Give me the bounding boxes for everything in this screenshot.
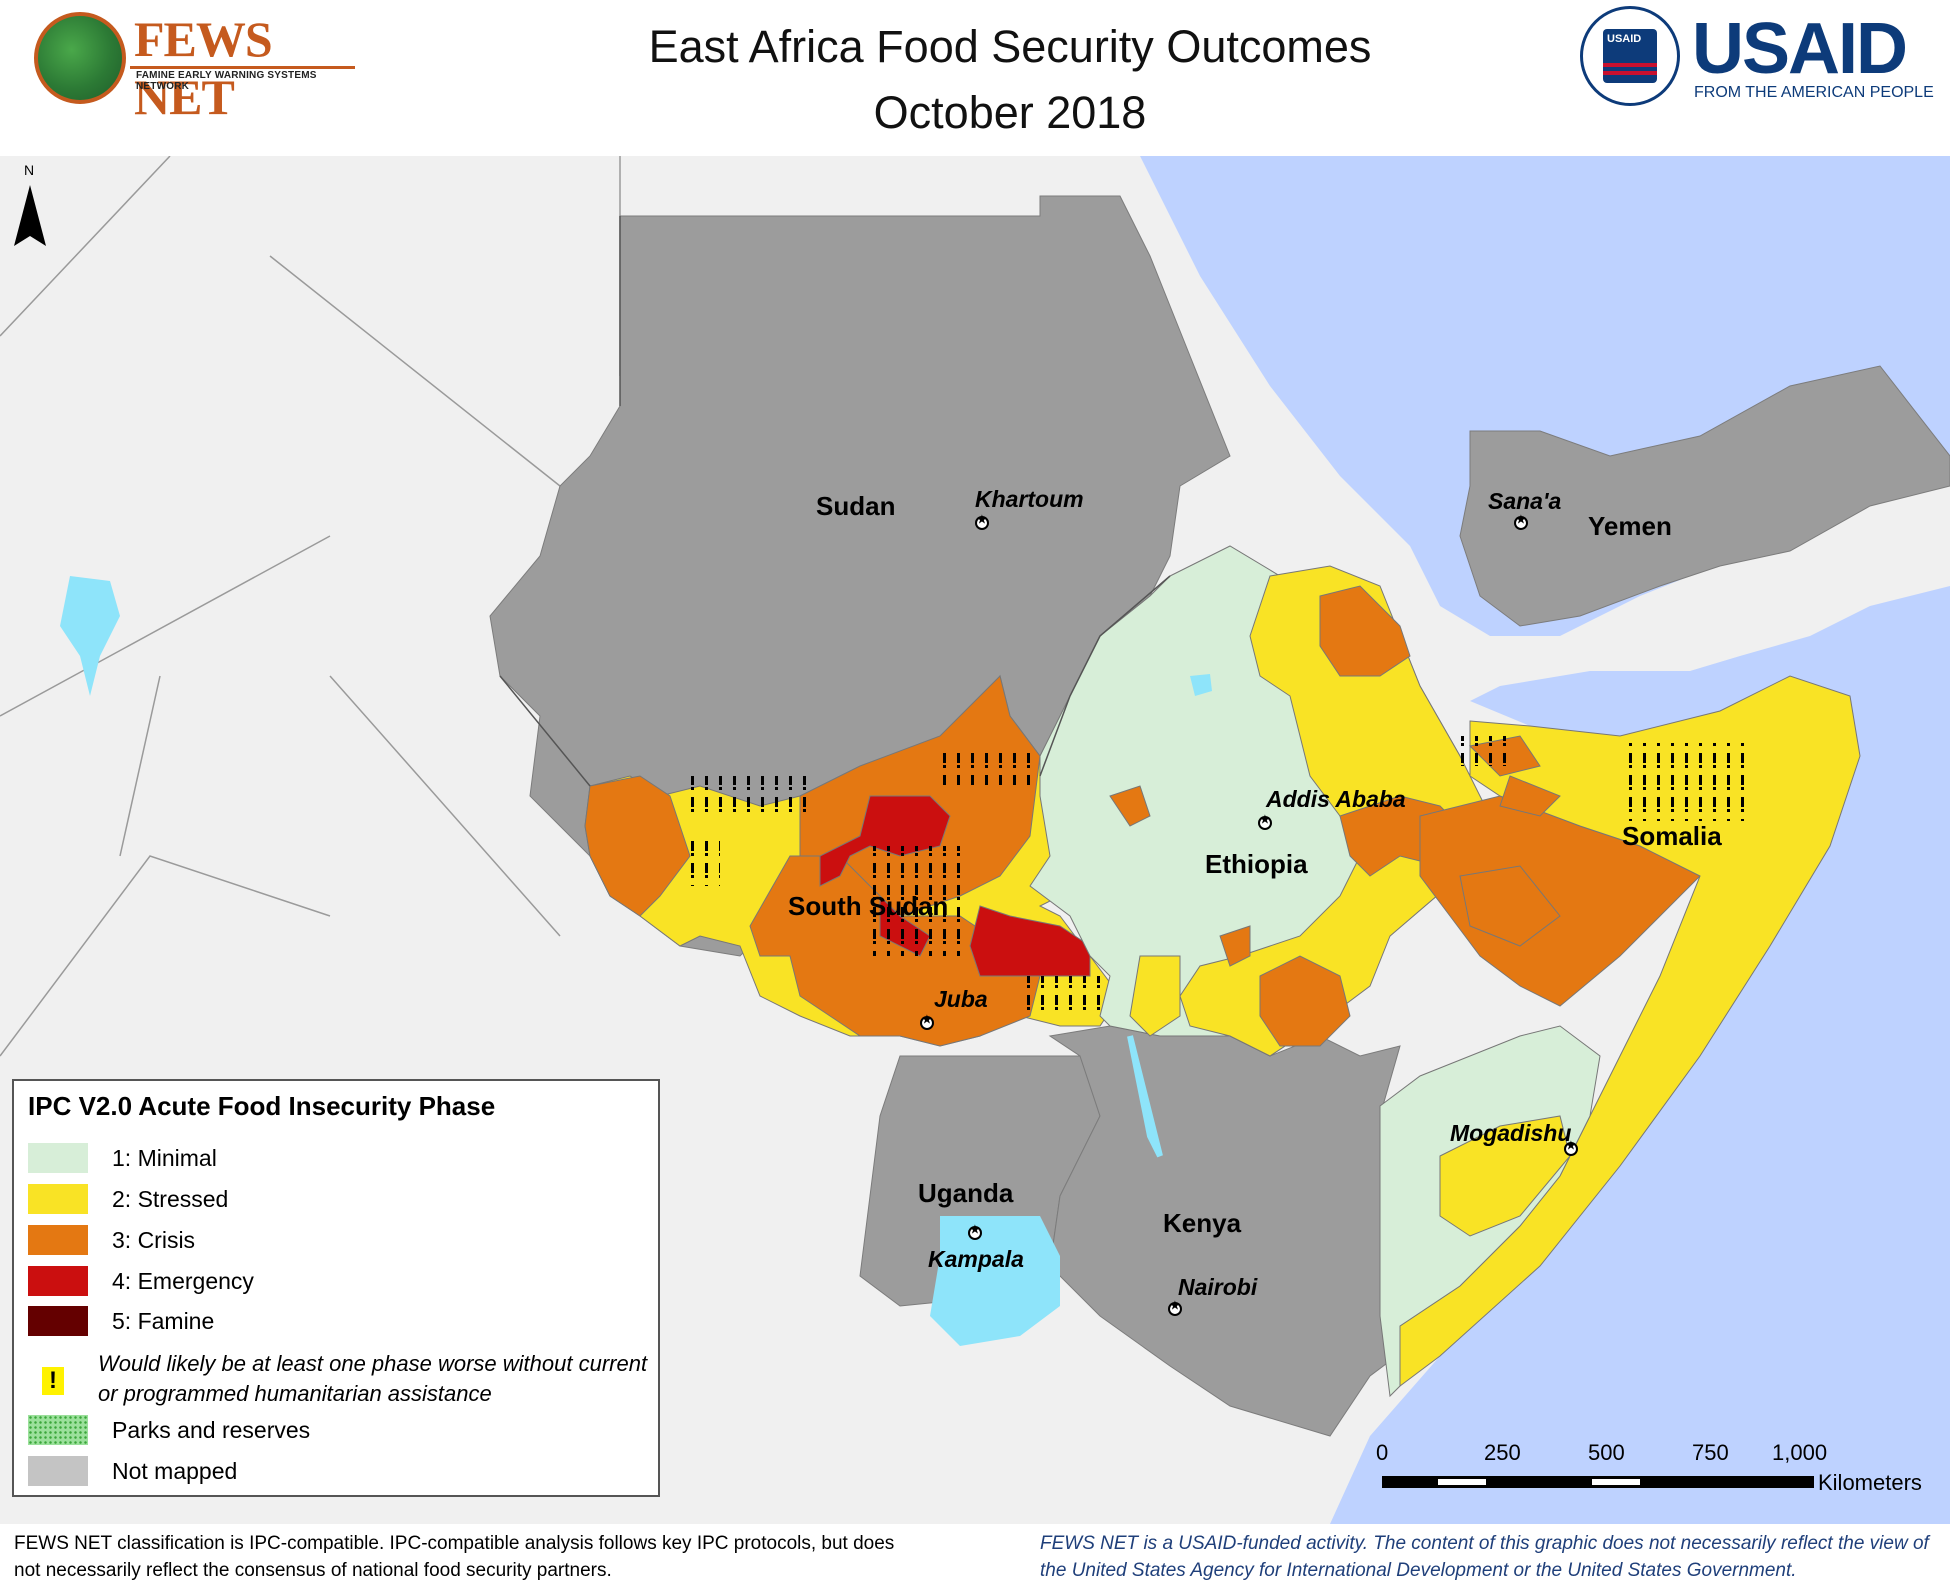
label-yemen: Yemen xyxy=(1588,511,1672,541)
legend-swatch xyxy=(28,1306,88,1336)
fews-net-logo: FEWS NET FAMINE EARLY WARNING SYSTEMS NE… xyxy=(30,4,360,125)
legend-label: Parks and reserves xyxy=(112,1417,311,1443)
legend-title: IPC V2.0 Acute Food Insecurity Phase xyxy=(28,1091,496,1121)
label-ethiopia: Ethiopia xyxy=(1205,849,1308,879)
assistance-pattern-somalia-north xyxy=(1620,741,1750,821)
city-mogadishu-label: Mogadishu xyxy=(1450,1120,1572,1146)
legend-label: 3: Crisis xyxy=(112,1227,196,1253)
map-title-line2: October 2018 xyxy=(873,87,1147,138)
capital-star-icon xyxy=(1514,513,1528,530)
assistance-pattern-upper-nile xyxy=(940,746,1030,786)
label-south-sudan: South Sudan xyxy=(788,891,949,921)
fews-net-logo-name: FEWS NET xyxy=(134,11,273,125)
label-kenya: Kenya xyxy=(1163,1208,1242,1238)
fews-net-logo-rule xyxy=(130,66,355,69)
capital-star-icon xyxy=(1168,1299,1182,1316)
legend-label: 1: Minimal xyxy=(112,1145,217,1171)
scale-tick-label: 250 xyxy=(1484,1440,1521,1465)
north-arrow-icon xyxy=(14,185,46,246)
yemen-region[interactable] xyxy=(1459,365,1950,627)
ethiopia-stressed-east[interactable] xyxy=(1179,565,1501,1057)
legend-label: 5: Famine xyxy=(112,1308,215,1334)
ethiopia-crisis-south[interactable] xyxy=(1259,955,1351,1047)
legend-swatch xyxy=(28,1415,88,1445)
usaid-seal-stripe xyxy=(1603,71,1657,75)
globe-icon xyxy=(34,12,126,104)
city-nairobi-label: Nairobi xyxy=(1178,1274,1258,1300)
north-arrow: N xyxy=(10,162,50,252)
country-borders xyxy=(499,216,1171,787)
legend-swatch xyxy=(28,1456,88,1486)
assistance-pattern-somalia-west xyxy=(1460,736,1510,766)
city-sanaa-label: Sana'a xyxy=(1488,488,1562,514)
legend-swatch xyxy=(28,1225,88,1255)
somalia-crisis-togdheer[interactable] xyxy=(1499,775,1561,817)
neighbor-borders xyxy=(0,156,621,1057)
legend-swatch xyxy=(28,1184,88,1214)
capital-star-icon xyxy=(920,1013,934,1030)
capital-star-icon xyxy=(1564,1139,1578,1156)
usaid-seal-stripe xyxy=(1603,63,1657,67)
legend-swatch xyxy=(28,1266,88,1296)
assistance-pattern-northern xyxy=(690,776,810,816)
ethiopia-stressed-south[interactable] xyxy=(1129,955,1181,1037)
label-somalia: Somalia xyxy=(1622,821,1722,851)
ethiopia-crisis-afar[interactable] xyxy=(1319,585,1411,677)
label-sudan: Sudan xyxy=(816,491,896,521)
scale-tick-label: 0 xyxy=(1376,1440,1389,1465)
ethiopia-crisis-snnpr[interactable] xyxy=(1219,925,1251,967)
lake-chad xyxy=(60,576,120,696)
legend-label: 4: Emergency xyxy=(112,1268,254,1294)
map-title: East Africa Food Security Outcomes Octob… xyxy=(560,14,1460,146)
footer-usaid-disclaimer: FEWS NET is a USAID-funded activity. The… xyxy=(1040,1533,1929,1581)
capital-star-icon xyxy=(968,1223,982,1240)
somalia-stressed-shabelle[interactable] xyxy=(1439,1115,1571,1237)
city-addis-ababa-label: Addis Ababa xyxy=(1266,786,1406,812)
somalia-crisis-central[interactable] xyxy=(1459,865,1561,947)
scale-tick-label: 750 xyxy=(1692,1440,1729,1465)
label-uganda: Uganda xyxy=(918,1178,1014,1208)
usaid-logo-tagline: FROM THE AMERICAN PEOPLE xyxy=(1694,84,1934,101)
assistance-pattern-jonglei xyxy=(870,846,970,956)
scale-unit: Kilometers xyxy=(1818,1470,1922,1495)
fews-net-logo-subtitle: FAMINE EARLY WARNING SYSTEMS NETWORK xyxy=(136,70,317,92)
usaid-seal-icon: USAID xyxy=(1580,6,1680,106)
usaid-seal-text: USAID xyxy=(1607,33,1642,45)
usaid-logo: USAID USAID FROM THE AMERICAN PEOPLE xyxy=(1580,6,1950,111)
scale-bar-graphic xyxy=(1382,1476,1814,1488)
ethiopia-crisis-amhara[interactable] xyxy=(1109,785,1151,827)
capital-star-icon xyxy=(1258,813,1272,830)
header: FEWS NET FAMINE EARLY WARNING SYSTEMS NE… xyxy=(0,0,1950,156)
usaid-logo-name: USAID xyxy=(1692,9,1908,89)
scale-tick-label: 1,000 xyxy=(1772,1440,1828,1465)
lake-victoria xyxy=(930,1216,1060,1346)
assistance-exclamation-icon: ! xyxy=(42,1367,64,1395)
legend-panel: IPC V2.0 Acute Food Insecurity Phase 1: … xyxy=(12,1079,660,1497)
assistance-pattern-west xyxy=(680,836,720,886)
legend-label: 2: Stressed xyxy=(112,1186,229,1212)
lake-turkana xyxy=(1127,1035,1163,1158)
north-arrow-label: N xyxy=(24,162,35,178)
scale-tick-label: 500 xyxy=(1588,1440,1625,1465)
map-title-line1: East Africa Food Security Outcomes xyxy=(648,21,1372,72)
lake-tana xyxy=(1190,674,1212,696)
city-khartoum-label: Khartoum xyxy=(975,486,1084,512)
city-juba-label: Juba xyxy=(934,986,988,1012)
legend-swatch xyxy=(28,1143,88,1173)
capital-star-icon xyxy=(975,513,989,530)
scale-bar: 0 250 500 750 1,000 Kilometers xyxy=(1370,1440,1930,1500)
south-sudan-emergency-north[interactable] xyxy=(819,795,951,887)
city-kampala-label: Kampala xyxy=(928,1246,1024,1272)
south-sudan-crisis-west[interactable] xyxy=(584,775,691,917)
legend-label: Not mapped xyxy=(112,1458,238,1484)
legend-assistance-note: Would likely be at least one phase worse… xyxy=(98,1351,648,1406)
footer-ipc-disclaimer: FEWS NET classification is IPC-compatibl… xyxy=(14,1533,895,1581)
